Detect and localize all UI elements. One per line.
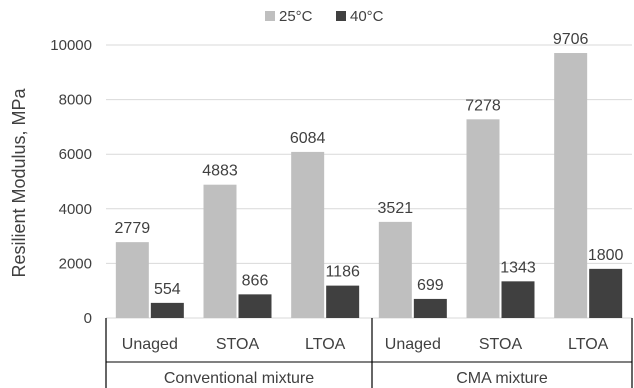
bar-25c (554, 53, 588, 319)
bars (115, 53, 623, 319)
legend-label-25c: 25°C (279, 8, 313, 25)
category-label: STOA (479, 336, 523, 353)
data-label-25c: 4883 (202, 163, 238, 180)
gridlines (106, 44, 632, 319)
group-label-cma: CMA mixture (456, 370, 548, 387)
bar-25c (291, 151, 325, 318)
bar-40c (238, 294, 272, 318)
legend: 25°C 40°C (265, 8, 384, 25)
data-labels: 2779 554 4883 866 6084 1186 3521 699 7278 1343 970… (115, 31, 624, 298)
data-label-25c: 2779 (115, 220, 151, 237)
data-label-40c: 1186 (325, 264, 360, 281)
y-tick-label: 10000 (50, 37, 92, 54)
bar-25c (115, 242, 149, 318)
data-label-40c: 1800 (588, 247, 624, 264)
data-label-40c: 1343 (500, 259, 536, 276)
bar-40c (589, 268, 623, 318)
bar-25c (203, 184, 237, 318)
bar-25c (466, 119, 500, 318)
data-label-25c: 9706 (553, 31, 589, 48)
category-label: LTOA (305, 336, 346, 353)
y-axis-title: Resilient Modulus, MPa (9, 87, 29, 277)
y-tick-label: 0 (84, 310, 92, 327)
bar-40c (150, 302, 184, 318)
category-label: Unaged (122, 336, 178, 353)
legend-swatch-40c (336, 11, 346, 21)
bar-40c (326, 285, 360, 318)
y-tick-label: 2000 (59, 255, 92, 272)
data-label-25c: 7278 (465, 97, 501, 114)
group-label-conventional: Conventional mixture (164, 370, 314, 387)
bar-40c (413, 298, 447, 318)
data-label-40c: 866 (242, 272, 269, 289)
legend-swatch-25c (265, 11, 275, 21)
bar-25c (378, 221, 412, 318)
y-tick-labels: 0 2000 4000 6000 8000 10000 (50, 37, 92, 327)
data-label-25c: 6084 (290, 130, 326, 147)
category-label: STOA (216, 336, 260, 353)
category-labels: Unaged STOA LTOA Unaged STOA LTOA (122, 336, 609, 353)
category-label: LTOA (568, 336, 609, 353)
data-label-40c: 699 (417, 277, 444, 294)
category-table: Unaged STOA LTOA Unaged STOA LTOA Conventiona… (105, 318, 633, 388)
legend-label-40c: 40°C (350, 8, 384, 25)
data-label-25c: 3521 (378, 200, 414, 217)
data-label-40c: 554 (154, 281, 181, 298)
category-label: Unaged (385, 336, 441, 353)
y-tick-label: 6000 (59, 146, 92, 163)
bar-40c (501, 281, 535, 318)
y-tick-label: 4000 (59, 201, 92, 218)
y-tick-label: 8000 (59, 92, 92, 109)
